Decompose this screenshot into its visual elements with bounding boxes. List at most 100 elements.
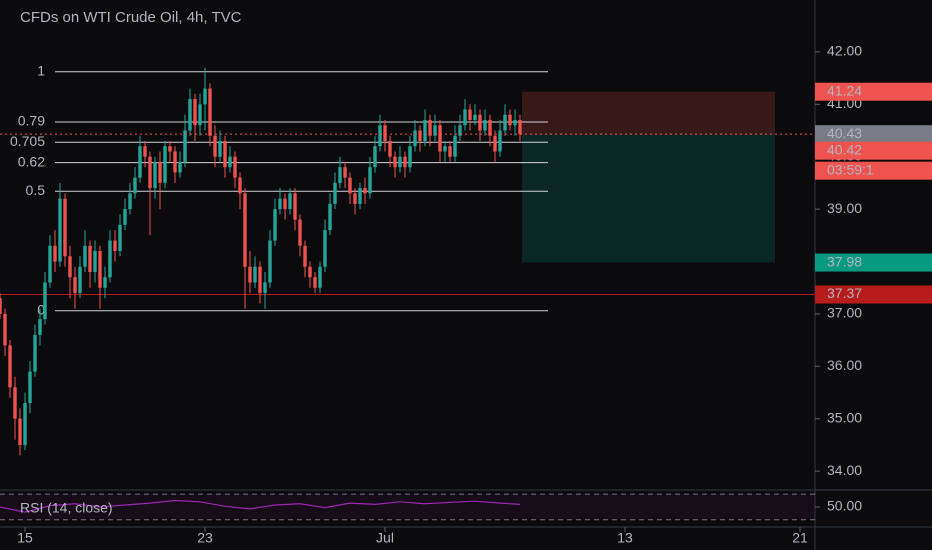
- candle-body: [83, 245, 87, 267]
- candle-body: [323, 230, 327, 267]
- candle-body: [248, 266, 252, 283]
- candle-body: [473, 114, 477, 121]
- candle-body: [3, 313, 7, 346]
- x-tick-label: 21: [792, 530, 808, 546]
- candle-body: [123, 209, 127, 225]
- candle-body: [38, 319, 42, 335]
- candle-body: [168, 146, 172, 152]
- candle-body: [393, 156, 397, 168]
- candle-body: [453, 135, 457, 157]
- candle-body: [233, 156, 237, 178]
- candle-body: [353, 193, 357, 204]
- candle-body: [333, 182, 337, 204]
- candle-body: [433, 125, 437, 136]
- fib-label: 0.62: [18, 153, 45, 169]
- candle-body: [363, 188, 367, 194]
- candle-body: [373, 146, 377, 168]
- candle-body: [243, 193, 247, 267]
- candle-body: [293, 193, 297, 220]
- rsi-line: [0, 499, 521, 513]
- candle-body: [98, 251, 102, 288]
- rsi-band-fill: [0, 494, 815, 520]
- countdown-label: 03:59:1: [827, 161, 874, 177]
- candle-body: [23, 403, 27, 445]
- candle-body: [198, 104, 202, 126]
- candle-body: [48, 245, 52, 283]
- rsi-label: RSI (14, close): [20, 500, 113, 516]
- candle-body: [28, 371, 32, 404]
- candle-body: [103, 277, 107, 288]
- candle-body: [403, 156, 407, 168]
- candle-body: [328, 203, 332, 231]
- candle-body: [148, 156, 152, 189]
- candle-body: [313, 277, 317, 288]
- candle-body: [283, 198, 287, 210]
- fib-label: 0.5: [26, 182, 46, 198]
- candle-body: [223, 140, 227, 168]
- candle-body: [383, 125, 387, 141]
- y-tick-label: 36.00: [827, 357, 862, 373]
- candle-body: [503, 114, 507, 131]
- fib-label: 0.705: [10, 133, 45, 149]
- target-zone: [522, 134, 775, 263]
- candle-body: [68, 256, 72, 278]
- candle-body: [78, 266, 82, 293]
- x-tick-label: Jul: [376, 530, 394, 546]
- candle-body: [518, 120, 522, 135]
- candle-body: [178, 161, 182, 173]
- candle-body: [388, 140, 392, 157]
- candle-body: [318, 266, 322, 288]
- candle-body: [438, 125, 442, 152]
- candle-body: [468, 109, 472, 121]
- rsi-y-tick-label: 50.00: [827, 498, 862, 514]
- stop-label-box: [815, 82, 932, 101]
- candle-body: [143, 146, 147, 157]
- candle-body: [138, 146, 142, 178]
- candle-body: [193, 99, 197, 126]
- horizontal-line-label-box: [815, 285, 932, 304]
- candle-body: [273, 209, 277, 241]
- stop-zone: [522, 91, 775, 135]
- x-tick-label: 13: [617, 530, 633, 546]
- candle-body: [203, 88, 207, 105]
- candle-body: [158, 161, 162, 183]
- candle-body: [208, 88, 212, 136]
- candle-body: [513, 120, 517, 126]
- candle-body: [53, 245, 57, 262]
- countdown-label-box: [815, 161, 932, 180]
- candle-body: [483, 120, 487, 131]
- candle-body: [488, 120, 492, 136]
- x-tick-label: 23: [197, 530, 213, 546]
- candle-body: [508, 114, 512, 126]
- candle-body: [163, 146, 167, 183]
- chart-title: CFDs on WTI Crude Oil, 4h, TVC: [20, 9, 242, 26]
- last-price-label-box: [815, 125, 932, 144]
- fib-label: 0: [37, 301, 45, 317]
- candle-body: [298, 219, 302, 246]
- candle-body: [213, 135, 217, 157]
- candle-body: [368, 167, 372, 194]
- candle-body: [358, 188, 362, 204]
- candle-body: [188, 99, 192, 131]
- entry-label: 40.42: [827, 141, 862, 157]
- y-tick-label: 39.00: [827, 200, 862, 216]
- candle-body: [378, 125, 382, 147]
- candle-body: [423, 120, 427, 141]
- candle-body: [173, 151, 177, 173]
- last-price-label: 40.43: [827, 125, 862, 141]
- x-tick-label: 15: [17, 530, 33, 546]
- candle-body: [398, 156, 402, 168]
- candle-body: [18, 418, 22, 445]
- candle-body: [153, 161, 157, 189]
- candle-body: [418, 130, 422, 141]
- candle-body: [478, 114, 482, 131]
- candle-body: [253, 266, 257, 283]
- stop-label: 41.24: [827, 82, 862, 98]
- candle-body: [448, 146, 452, 157]
- candle-body: [413, 130, 417, 147]
- y-tick-label: 35.00: [827, 409, 862, 425]
- candle-body: [288, 193, 292, 210]
- candle-body: [58, 198, 62, 262]
- candle-body: [458, 125, 462, 136]
